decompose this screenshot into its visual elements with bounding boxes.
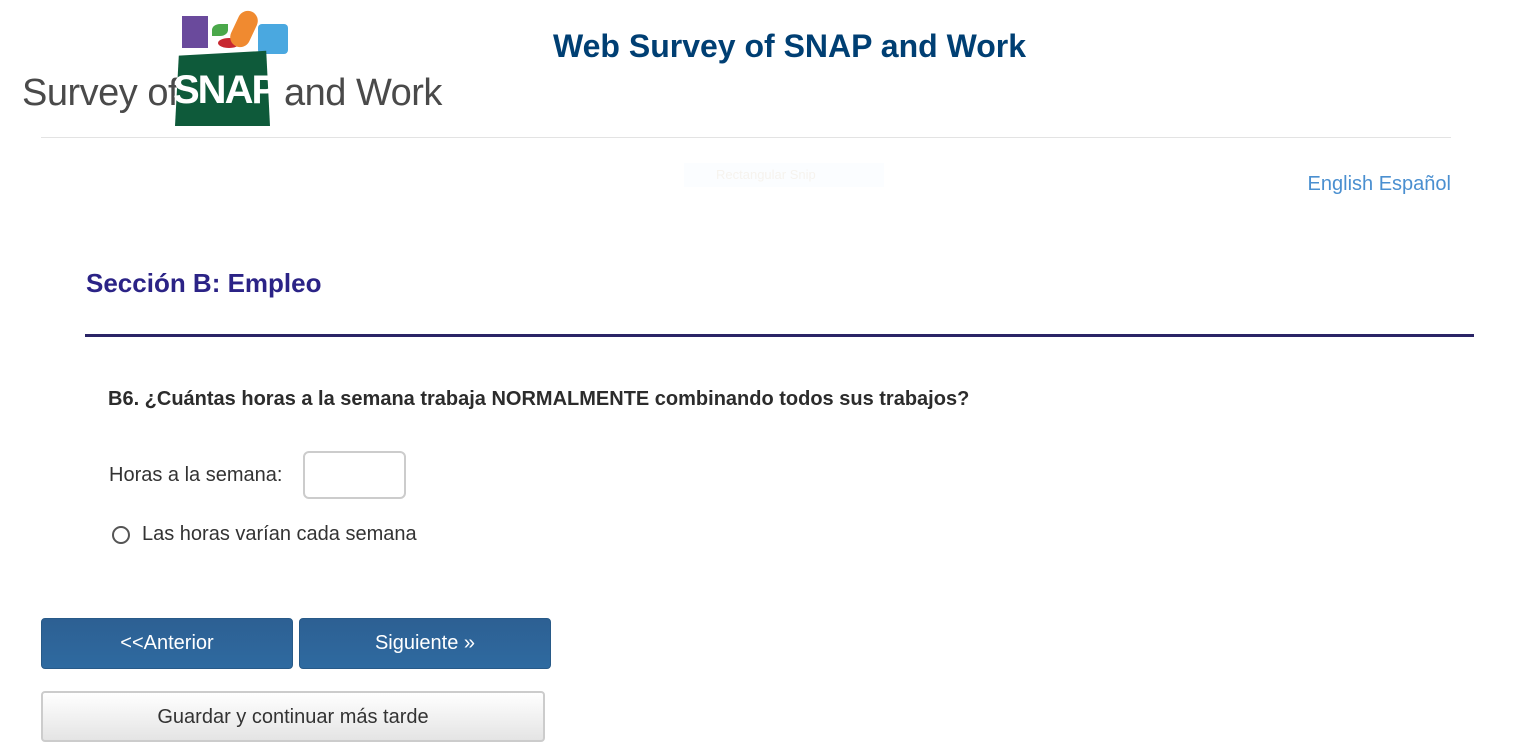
section-divider	[85, 334, 1474, 337]
language-spanish-link[interactable]: Español	[1378, 173, 1451, 195]
grocery-items-icon	[182, 7, 292, 54]
page-title: Web Survey of SNAP and Work	[553, 28, 1026, 64]
grocery-bag-icon	[175, 50, 270, 126]
next-button[interactable]: Siguiente »	[299, 618, 551, 669]
section-title: Sección B: Empleo	[86, 268, 322, 298]
logo-text-right: and Work	[284, 72, 442, 114]
hours-vary-radio[interactable]	[112, 526, 130, 544]
header-divider	[41, 137, 1451, 138]
survey-logo: Survey of SNAP and Work	[20, 4, 445, 126]
logo-text-left: Survey of	[22, 72, 179, 114]
question-text: B6. ¿Cuántas horas a la semana trabaja N…	[108, 388, 970, 410]
hours-input[interactable]	[303, 451, 406, 499]
save-continue-later-button[interactable]: Guardar y continuar más tarde	[41, 691, 545, 742]
language-english-link[interactable]: English	[1307, 173, 1374, 195]
logo-text-brand: SNAP	[173, 68, 278, 112]
language-switcher: English Español	[1308, 173, 1451, 196]
snip-overlay: Rectangular Snip	[684, 163, 884, 187]
hours-label: Horas a la semana:	[109, 464, 283, 486]
hours-vary-label[interactable]: Las horas varían cada semana	[142, 523, 417, 545]
previous-button[interactable]: <<Anterior	[41, 618, 293, 669]
